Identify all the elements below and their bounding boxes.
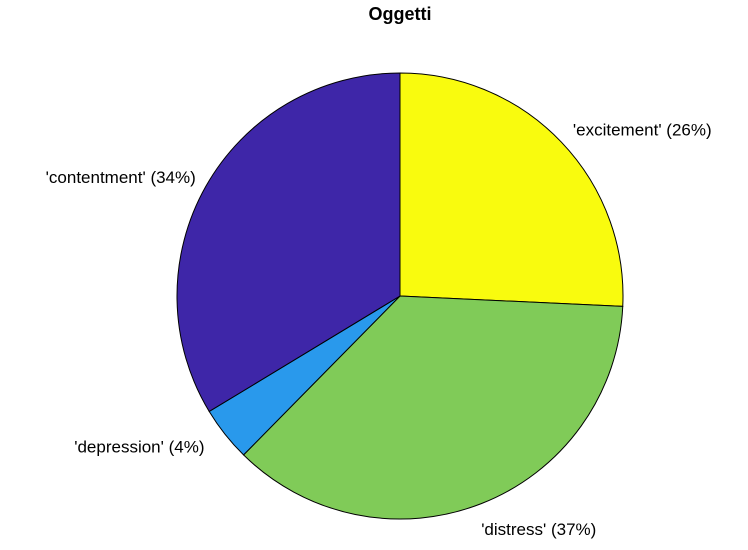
pie-slice-excitement [399,72,624,307]
pie-label-excitement: 'excitement' (26%) [573,120,712,139]
pie-slice-distress [242,295,624,520]
pie-label-depression: 'depression' (4%) [74,438,204,457]
pie-slice-contentment [176,72,401,413]
chart-title: Oggetti [369,4,432,24]
pie-slices [176,72,624,520]
pie-labels: 'excitement' (26%) 'distress' (37%) 'depre… [46,120,712,539]
pie-label-contentment: 'contentment' (34%) [46,168,196,187]
pie-label-distress: 'distress' (37%) [481,520,596,539]
